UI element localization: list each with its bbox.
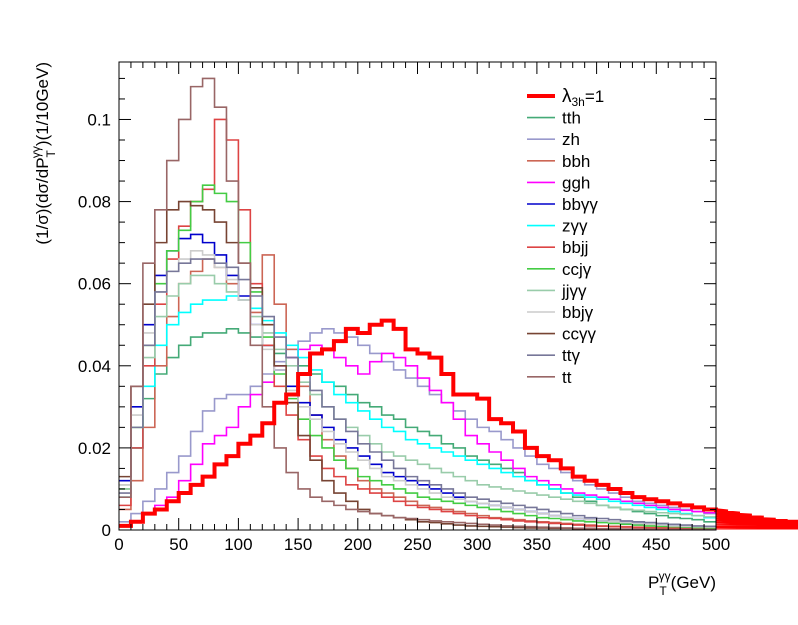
legend-label: zh xyxy=(562,130,580,149)
legend-item-tt: tt xyxy=(527,368,572,387)
y-tick-label: 0 xyxy=(102,521,111,540)
y-tick-labels: 0 0.02 0.04 0.06 0.08 0.1 xyxy=(78,110,111,540)
series-line-ccj xyxy=(119,184,716,529)
y-tick-label: 0.04 xyxy=(78,357,111,376)
y-axis-title-sup: γγ xyxy=(29,146,43,158)
x-axis-title-unit: (GeV) xyxy=(671,573,716,592)
legend-item-tt: ttγ xyxy=(527,346,580,365)
x-tick-label: 500 xyxy=(702,535,730,554)
legend-label: λ3h=1 xyxy=(562,86,604,109)
legend-label: bbγγ xyxy=(562,195,598,214)
x-tick-label: 100 xyxy=(224,535,252,554)
x-tick-label: 250 xyxy=(403,535,431,554)
x-tick-labels: 0 50 100 150 200 250 300 350 400 450 500 xyxy=(114,535,730,554)
y-axis-title: (1/σ)(dσ/dPTγγ)(1/10GeV) xyxy=(29,62,58,245)
legend-item-bbj: bbjγ xyxy=(527,303,594,322)
legend-item-bbh: bbh xyxy=(527,152,590,171)
series-line-ggh xyxy=(119,344,716,527)
series-line-jj xyxy=(119,274,716,518)
legend-label: tth xyxy=(562,109,581,128)
y-tick-label: 0.02 xyxy=(78,439,111,458)
legend-item-jj: jjγγ xyxy=(527,281,587,300)
x-tick-label: 300 xyxy=(463,535,491,554)
series-line-bbj xyxy=(119,250,716,528)
legend-item-bb: bbγγ xyxy=(527,195,598,214)
x-tick-label: 400 xyxy=(582,535,610,554)
legend-label: bbjj xyxy=(562,238,588,257)
legend-item-bbjj: bbjj xyxy=(527,238,588,257)
legend-label: zγγ xyxy=(562,217,588,236)
x-axis-title-main: P xyxy=(648,573,659,592)
x-tick-label: 200 xyxy=(344,535,372,554)
x-tick-label: 0 xyxy=(114,535,123,554)
legend-label: bbh xyxy=(562,152,590,171)
legend-item-tth: tth xyxy=(527,109,581,128)
series-line-tt xyxy=(119,258,716,528)
legend-item-zh: zh xyxy=(527,130,580,149)
legend-item-cc: ccγγ xyxy=(527,325,597,344)
x-tick-label: 50 xyxy=(169,535,188,554)
y-axis-title-post: )(1/10GeV) xyxy=(33,62,52,146)
x-axis-title-sup: γγ xyxy=(659,569,671,583)
ticks-layer xyxy=(118,62,717,531)
y-tick-label: 0.06 xyxy=(78,275,111,294)
y-axis-title-sub: T xyxy=(44,149,58,157)
x-axis-title: PTγγ(GeV) xyxy=(648,569,716,598)
series-line-zh xyxy=(119,328,716,523)
x-axis-title-sub: T xyxy=(659,584,667,598)
legend-label: ccγγ xyxy=(562,325,597,344)
x-tick-label: 150 xyxy=(284,535,312,554)
y-tick-label: 0.08 xyxy=(78,193,111,212)
y-tick-label: 0.1 xyxy=(87,110,111,129)
legend-label: jjγγ xyxy=(561,281,587,300)
legend-label: bbjγ xyxy=(562,303,594,322)
legend-item-3h-1: λ3h=1 xyxy=(527,86,604,109)
legend-item-ccj: ccjγ xyxy=(527,260,592,279)
legend-label: ggh xyxy=(562,173,590,192)
legend-label: ccjγ xyxy=(562,260,592,279)
legend-item-ggh: ggh xyxy=(527,173,590,192)
x-tick-label: 350 xyxy=(523,535,551,554)
y-axis-title-pre: (1/σ)(dσ/dP xyxy=(33,157,52,244)
series-line-z xyxy=(119,295,716,519)
legend-label: tt xyxy=(562,368,572,387)
legend-label: ttγ xyxy=(562,346,580,365)
x-tick-label: 450 xyxy=(642,535,670,554)
legend-item-z: zγγ xyxy=(527,217,588,236)
